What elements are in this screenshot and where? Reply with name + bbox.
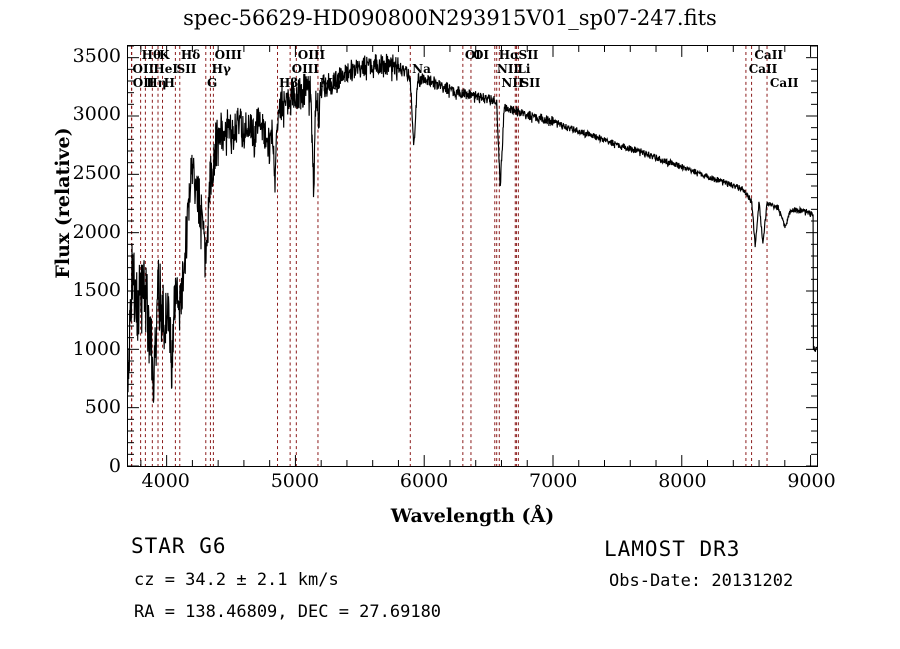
footer-redshift-velocity: cz = 34.2 ± 2.1 km/s [134,570,339,590]
y-tick-label: 3500 [72,44,121,67]
y-tick-label: 500 [84,396,121,419]
spectral-line-label: HeI [153,62,178,76]
spectral-line-label: CaII [769,76,799,90]
y-tick-label: 1000 [72,337,121,360]
spectral-line-label: Hβ [278,76,299,90]
spectral-line-label: SII [520,76,541,90]
y-tick-label: 3000 [72,103,121,126]
x-tick-label: 4000 [141,470,190,492]
y-tick-label: 0 [108,455,121,477]
spectral-line-label: Hα [498,48,520,62]
spectral-line-label: G [207,76,218,90]
spectral-line-label: CaII [748,62,778,76]
spectral-line-label: Mg [319,76,342,90]
x-tick-label: 8000 [658,470,707,492]
spectral-line-label: Hδ [180,48,201,62]
y-tick-label: 1500 [72,279,121,302]
spectral-line-label: OIII [214,48,242,62]
spectral-line-label: OII [132,76,155,90]
x-tick-label: 7000 [529,470,578,492]
spectral-line-label: SII [518,48,539,62]
x-axis-label: Wavelength (Å) [390,505,555,527]
x-tick-label: 5000 [270,470,320,492]
spectral-line-label: SII [176,62,197,76]
spectral-line-label: Li [517,62,531,76]
spectral-line-label: Hγ [211,62,231,76]
spectral-line-label: OI [472,48,490,62]
y-tick-label: 2000 [72,220,121,243]
spectral-line-label: OI [464,48,481,62]
x-tick-label: 9000 [787,470,836,492]
spectrum-trace [128,53,817,403]
axis-ticks [128,46,817,466]
footer-object-class: STAR G6 [131,534,227,558]
spectral-line-label: Hη [146,76,167,90]
spectrum-canvas [128,46,817,466]
footer-observation-date: Obs-Date: 20131202 [609,571,794,591]
spectral-line-label: K [159,48,170,62]
spectral-line-label: NII [501,76,524,90]
plot-area: OII OII Hθ Hη HeI K H SII Hδ G Hγ OIII Hβ OIII OIII Mg N… [127,45,818,467]
footer-survey-name: LAMOST DR3 [604,537,741,561]
spectral-line-label: OIII [291,62,319,76]
spectral-line-label: H [163,76,175,90]
spectral-line-label: Hθ [141,48,161,62]
page-title: spec-56629-HD090800N293915V01_sp07-247.f… [183,6,717,30]
footer-coordinates: RA = 138.46809, DEC = 27.69180 [134,602,442,622]
y-axis-tick-labels: 0 500 1000 1500 2000 2500 3000 3500 [57,44,121,475]
spectral-line-label: OIII [297,48,326,62]
y-tick-label: 2500 [72,161,121,184]
spectral-line-label: OII [132,62,155,76]
x-axis-tick-labels: 4000 5000 6000 7000 8000 9000 [127,470,836,498]
spectral-line-label: Na [412,62,431,76]
spectral-line-label: NII [496,62,520,76]
spectral-line-label: CaII [754,48,783,62]
x-tick-label: 6000 [399,470,449,492]
